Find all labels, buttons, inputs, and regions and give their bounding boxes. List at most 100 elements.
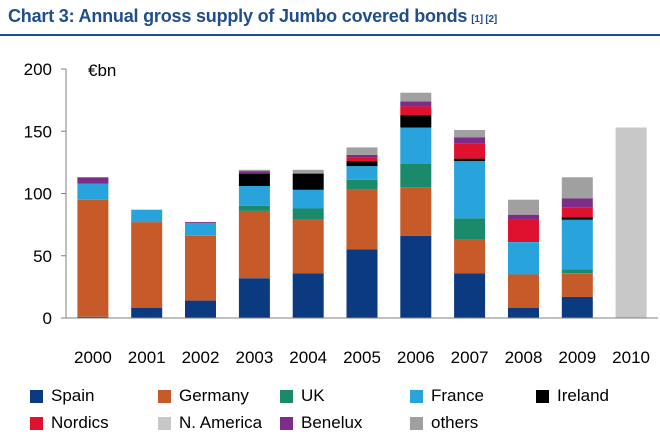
- x-tick-label-2007: 2007: [451, 348, 489, 367]
- legend-item-n-america: N. America: [158, 412, 262, 434]
- bar-germany-2001: [131, 222, 163, 308]
- bar-spain-2003: [238, 278, 270, 318]
- bar-nordics-2006: [400, 106, 432, 115]
- axes-layer: 2000 2001 2002 2003 2004 2005 2006 2007 2008 2009…: [24, 60, 658, 367]
- legend-label-ireland: Ireland: [557, 386, 609, 405]
- y-tick-label-50: 50: [33, 247, 52, 266]
- legend-label-n-america: N. America: [179, 413, 263, 432]
- bar-france-2001: [131, 209, 163, 223]
- y-tick-label-150: 150: [24, 122, 52, 141]
- x-tick-label-2001: 2001: [128, 348, 166, 367]
- bar-germany-2008: [508, 274, 539, 308]
- legend-label-germany: Germany: [179, 386, 249, 405]
- legend-swatch-n-america: [158, 416, 171, 430]
- bar-spain-2005: [346, 249, 378, 318]
- y-tick-label-200: 200: [24, 60, 52, 79]
- bar-france-2008: [508, 242, 539, 275]
- bar-benelux-2002: [185, 222, 216, 224]
- bar-france-2000: [77, 183, 109, 200]
- chart-title-text: Chart 3: Annual gross supply of Jumbo co…: [8, 6, 468, 26]
- legend-swatch-others: [410, 416, 423, 430]
- bar-spain-2009: [561, 296, 593, 318]
- legend-item-france: France: [410, 385, 484, 407]
- bar-uk-2004: [292, 208, 324, 220]
- legend-item-benelux: Benelux: [280, 412, 362, 434]
- bar-benelux-2000: [77, 177, 109, 184]
- bar-nordics-2008: [508, 219, 539, 242]
- bar-ireland-2006: [400, 115, 432, 128]
- bar-others-2003: [238, 169, 270, 171]
- legend-swatch-ireland: [536, 389, 549, 403]
- legend-label-benelux: Benelux: [301, 413, 363, 432]
- x-tick-label-2006: 2006: [397, 348, 435, 367]
- x-tick-label-2003: 2003: [235, 348, 273, 367]
- legend-label-uk: UK: [301, 386, 325, 405]
- legend-item-spain: Spain: [30, 385, 94, 407]
- x-tick-label-2002: 2002: [182, 348, 220, 367]
- legend-swatch-uk: [280, 389, 293, 403]
- legend-item-uk: UK: [280, 385, 325, 407]
- bars-layer: [77, 92, 647, 318]
- bar-spain-2002: [185, 300, 216, 318]
- bar-france-2009: [561, 219, 593, 270]
- legend-item-others: others: [410, 412, 478, 434]
- bar-germany-2005: [346, 189, 378, 250]
- bar-nordics-2005: [346, 157, 378, 162]
- bar-benelux-2005: [346, 154, 378, 158]
- bar-germany-2009: [561, 273, 593, 297]
- bar-spain-2004: [292, 273, 324, 318]
- bar-spain-2006: [400, 235, 432, 318]
- bar-others-2007: [454, 130, 486, 138]
- bar-ireland-2004: [292, 173, 324, 190]
- bar-others-2005: [346, 147, 378, 155]
- bar-france-2002: [185, 223, 216, 236]
- x-tick-label-2005: 2005: [343, 348, 381, 367]
- bar-uk-2003: [238, 205, 270, 211]
- bar-ireland-2005: [346, 161, 378, 167]
- bar-others-2009: [561, 177, 593, 199]
- bar-others-2008: [508, 199, 539, 215]
- bar-spain-2008: [508, 308, 539, 318]
- bar-germany-2007: [454, 239, 486, 274]
- legend-item-germany: Germany: [158, 385, 249, 407]
- legend-swatch-benelux: [280, 416, 293, 430]
- bar-germany-2003: [238, 210, 270, 279]
- bar-ireland-2003: [238, 173, 270, 186]
- bar-germany-2000: [77, 199, 109, 317]
- bar-germany-2002: [185, 235, 216, 301]
- bar-benelux-2006: [400, 101, 432, 107]
- legend-label-nordics: Nordics: [51, 413, 109, 432]
- bar-benelux-2007: [454, 137, 486, 144]
- bar-uk-2006: [400, 163, 432, 188]
- bar-uk-2005: [346, 179, 378, 190]
- x-tick-label-2008: 2008: [505, 348, 543, 367]
- bar-ireland-2009: [561, 217, 593, 220]
- legend-label-others: others: [431, 413, 479, 432]
- x-tick-label-2009: 2009: [558, 348, 596, 367]
- bar-uk-2009: [561, 269, 593, 274]
- bar-spain-2000: [77, 316, 109, 318]
- bar-france-2003: [238, 186, 270, 206]
- y-axis-unit-label: €bn: [88, 61, 116, 80]
- legend-label-france: France: [431, 386, 484, 405]
- x-tick-label-2004: 2004: [289, 348, 327, 367]
- chart-title-note: [1] [2]: [471, 14, 498, 25]
- bar-n-america-2010: [615, 127, 647, 318]
- legend-item-ireland: Ireland: [536, 385, 609, 407]
- stacked-bar-chart: €bn 2000 2001 2002 2003 2004 2005 2006 2007 2008…: [24, 60, 658, 367]
- title-underline: [0, 34, 660, 36]
- bar-nordics-2007: [454, 143, 486, 159]
- bar-uk-2007: [454, 218, 486, 240]
- x-tick-label-2010: 2010: [612, 348, 650, 367]
- x-tick-label-2000: 2000: [74, 348, 112, 367]
- bar-benelux-2003: [238, 171, 270, 174]
- legend-swatch-france: [410, 389, 423, 403]
- bar-benelux-2009: [561, 198, 593, 208]
- y-tick-label-0: 0: [43, 309, 52, 328]
- y-tick-label-100: 100: [24, 185, 52, 204]
- legend-swatch-spain: [30, 389, 43, 403]
- legend-label-spain: Spain: [51, 386, 95, 405]
- chart-header: Chart 3: Annual gross supply of Jumbo co…: [0, 0, 660, 36]
- bar-benelux-2008: [508, 214, 539, 220]
- legend-swatch-nordics: [30, 416, 43, 430]
